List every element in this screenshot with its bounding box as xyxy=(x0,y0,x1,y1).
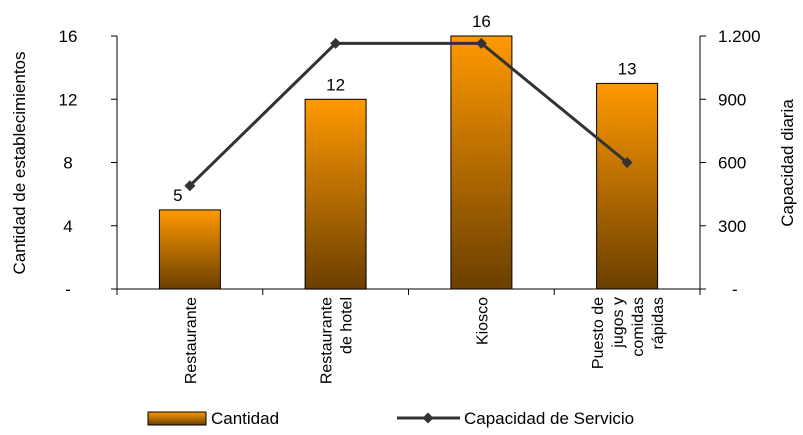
line-point-2 xyxy=(475,37,487,49)
bar-data-label-0: 5 xyxy=(173,186,182,205)
line-point-0 xyxy=(184,180,196,192)
bar-data-label-3: 13 xyxy=(618,59,637,78)
right-tick-label-1: 300 xyxy=(718,217,746,236)
x-category-label-3-2: comidas xyxy=(630,297,647,357)
x-category-label-3-3: rápidas xyxy=(650,297,667,349)
left-axis-title: Cantidad de establecimientos xyxy=(10,51,29,274)
right-axis-title: Capacidad diaria xyxy=(778,99,797,227)
x-category-label-3-0: Puesto de xyxy=(590,297,607,369)
bar-2 xyxy=(450,35,513,290)
labels-layer: 5 12 16 13 - 4 8 12 16 - 300 600 900 1.200 Restaurante… xyxy=(10,12,797,384)
line-point-1 xyxy=(330,37,342,49)
bar-1 xyxy=(304,98,367,290)
left-tick-label-3: 12 xyxy=(59,90,78,109)
x-category-label-1-0: Restaurante xyxy=(319,297,336,384)
x-category-label-2-0: Kiosco xyxy=(474,297,491,345)
line-layer xyxy=(184,37,633,192)
right-tick-label-4: 1.200 xyxy=(718,27,761,46)
line-capacidad-de-servicio xyxy=(188,41,629,187)
line-point-3 xyxy=(621,157,633,168)
x-category-label-0-0: Restaurante xyxy=(183,297,200,384)
bar-0 xyxy=(158,209,221,290)
bar-3 xyxy=(596,82,659,290)
left-tick-label-2: 8 xyxy=(63,154,72,173)
legend-swatch-cantidad xyxy=(147,411,207,426)
bars-layer xyxy=(158,35,659,290)
bar-data-label-2: 16 xyxy=(472,12,491,31)
x-category-label-3-1: jugos y xyxy=(610,297,627,349)
axes-layer xyxy=(111,35,706,295)
legend: Cantidad Capacidad de Servicio xyxy=(147,409,634,428)
legend-label-capacidad: Capacidad de Servicio xyxy=(464,409,634,428)
right-tick-label-0: - xyxy=(732,280,738,299)
left-tick-label-4: 16 xyxy=(59,27,78,46)
bar-data-label-1: 12 xyxy=(326,75,345,94)
left-tick-label-1: 4 xyxy=(63,217,72,236)
left-tick-label-0: - xyxy=(65,280,71,299)
legend-label-cantidad: Cantidad xyxy=(211,409,279,428)
right-tick-label-3: 900 xyxy=(718,90,746,109)
right-tick-label-2: 600 xyxy=(718,154,746,173)
x-category-label-1-1: de hotel xyxy=(339,297,356,354)
legend-marker-capacidad xyxy=(422,412,434,424)
